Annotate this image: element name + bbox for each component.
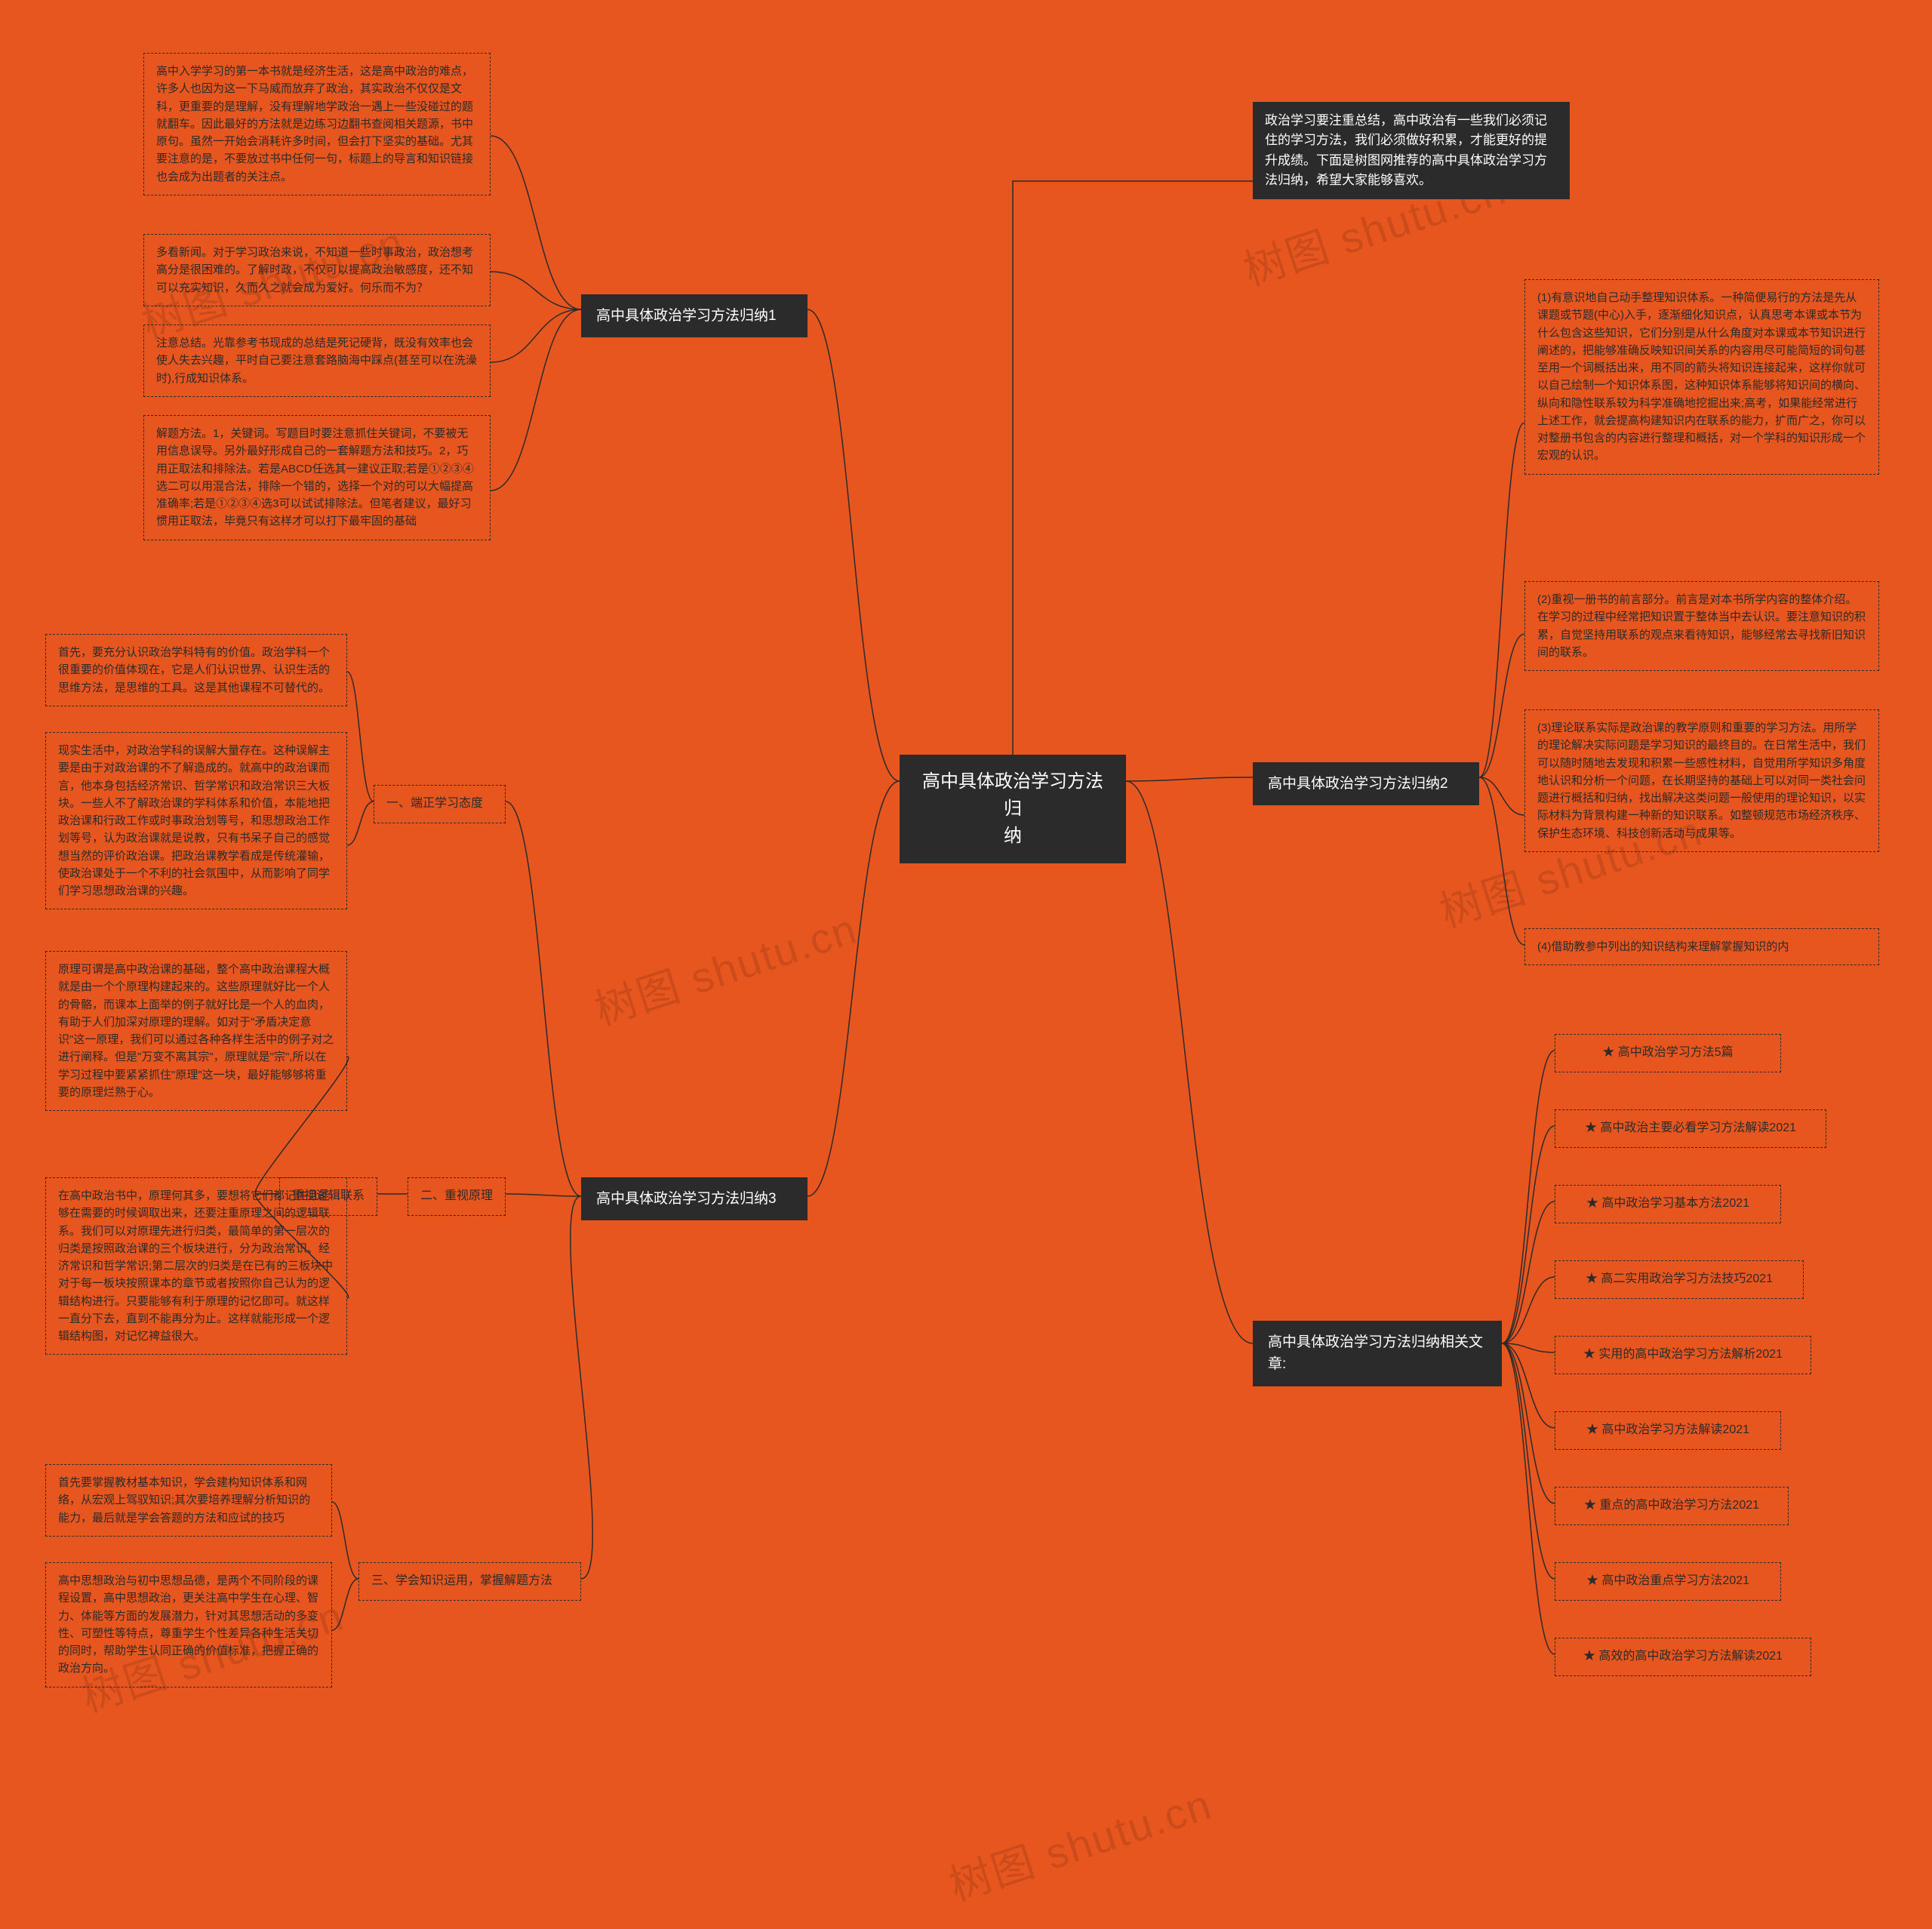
b1-leaf-1: 高中入学学习的第一本书就是经济生活，这是高中政治的难点，许多人也因为这一下马威而… [143, 53, 491, 195]
b3s1-leaf-1: 首先，要充分认识政治学科特有的价值。政治学科一个很重要的价值体现在，它是人们认识… [45, 634, 347, 706]
article-9: ★ 高效的高中政治学习方法解读2021 [1555, 1638, 1811, 1676]
b3s3-leaf-1: 首先要掌握教材基本知识，学会建构知识体系和网络，从宏观上驾驭知识;其次要培养理解… [45, 1464, 332, 1537]
b3s2a-leaf-1: 原理可谓是高中政治课的基础，整个高中政治课程大概就是由一个个原理构建起来的。这些… [45, 951, 347, 1111]
center-line1: 高中具体政治学习方法归 [922, 771, 1103, 819]
b3s1-leaf-2: 现实生活中，对政治学科的误解大量存在。这种误解主要是由于对政治课的不了解造成的。… [45, 732, 347, 909]
b2-leaf-1: (1)有意识地自己动手整理知识体系。一种简便易行的方法是先从课题或节题(中心)入… [1524, 279, 1879, 475]
b2-leaf-2: (2)重视一册书的前言部分。前言是对本书所学内容的整体介绍。在学习的过程中经常把… [1524, 581, 1879, 671]
article-3: ★ 高中政治学习基本方法2021 [1555, 1185, 1781, 1223]
b1-leaf-3: 注意总结。光靠参考书现成的总结是死记硬背，既没有效率也会使人失去兴趣，平时自己要… [143, 325, 491, 397]
b3s2a-leaf-2: 在高中政治书中，原理何其多，要想将它们都记住且能够在需要的时候调取出来，还要注重… [45, 1177, 347, 1355]
b3-sub-1: 一、端正学习态度 [374, 785, 506, 823]
center-line2: 纳 [1004, 826, 1022, 846]
watermark: 树图 shutu.cn [940, 1771, 1219, 1913]
article-8: ★ 高中政治重点学习方法2021 [1555, 1562, 1781, 1601]
article-1: ★ 高中政治学习方法5篇 [1555, 1034, 1781, 1072]
branch-4: 高中具体政治学习方法归纳相关文章: [1253, 1321, 1502, 1386]
b2-leaf-3: (3)理论联系实际是政治课的教学原则和重要的学习方法。用所学的理论解决实际问题是… [1524, 709, 1879, 852]
watermark: 树图 shutu.cn [586, 895, 864, 1038]
b3-sub-3: 三、学会知识运用，掌握解题方法 [358, 1562, 581, 1601]
article-7: ★ 重点的高中政治学习方法2021 [1555, 1487, 1789, 1525]
center-node: 高中具体政治学习方法归 纳 [900, 755, 1126, 863]
b2-leaf-4: (4)借助教参中列出的知识结构来理解掌握知识的内 [1524, 928, 1879, 965]
b1-leaf-2: 多看新闻。对于学习政治来说，不知道一些时事政治，政治想考高分是很困难的。了解时政… [143, 234, 491, 306]
branch-3: 高中具体政治学习方法归纳3 [581, 1177, 808, 1220]
article-6: ★ 高中政治学习方法解读2021 [1555, 1411, 1781, 1450]
article-2: ★ 高中政治主要必看学习方法解读2021 [1555, 1109, 1826, 1148]
b3-sub-2: 二、重视原理 [408, 1177, 506, 1216]
branch-1: 高中具体政治学习方法归纳1 [581, 294, 808, 337]
b1-leaf-4: 解题方法。1，关键词。写题目时要注意抓住关键词，不要被无用信息误导。另外最好形成… [143, 415, 491, 540]
article-5: ★ 实用的高中政治学习方法解析2021 [1555, 1336, 1811, 1374]
intro-node: 政治学习要注重总结，高中政治有一些我们必须记住的学习方法，我们必须做好积累，才能… [1253, 102, 1570, 199]
b3s3-leaf-2: 高中思想政治与初中思想品德，是两个不同阶段的课程设置，高中思想政治，更关注高中学… [45, 1562, 332, 1687]
article-4: ★ 高二实用政治学习方法技巧2021 [1555, 1260, 1804, 1299]
branch-2: 高中具体政治学习方法归纳2 [1253, 762, 1479, 805]
